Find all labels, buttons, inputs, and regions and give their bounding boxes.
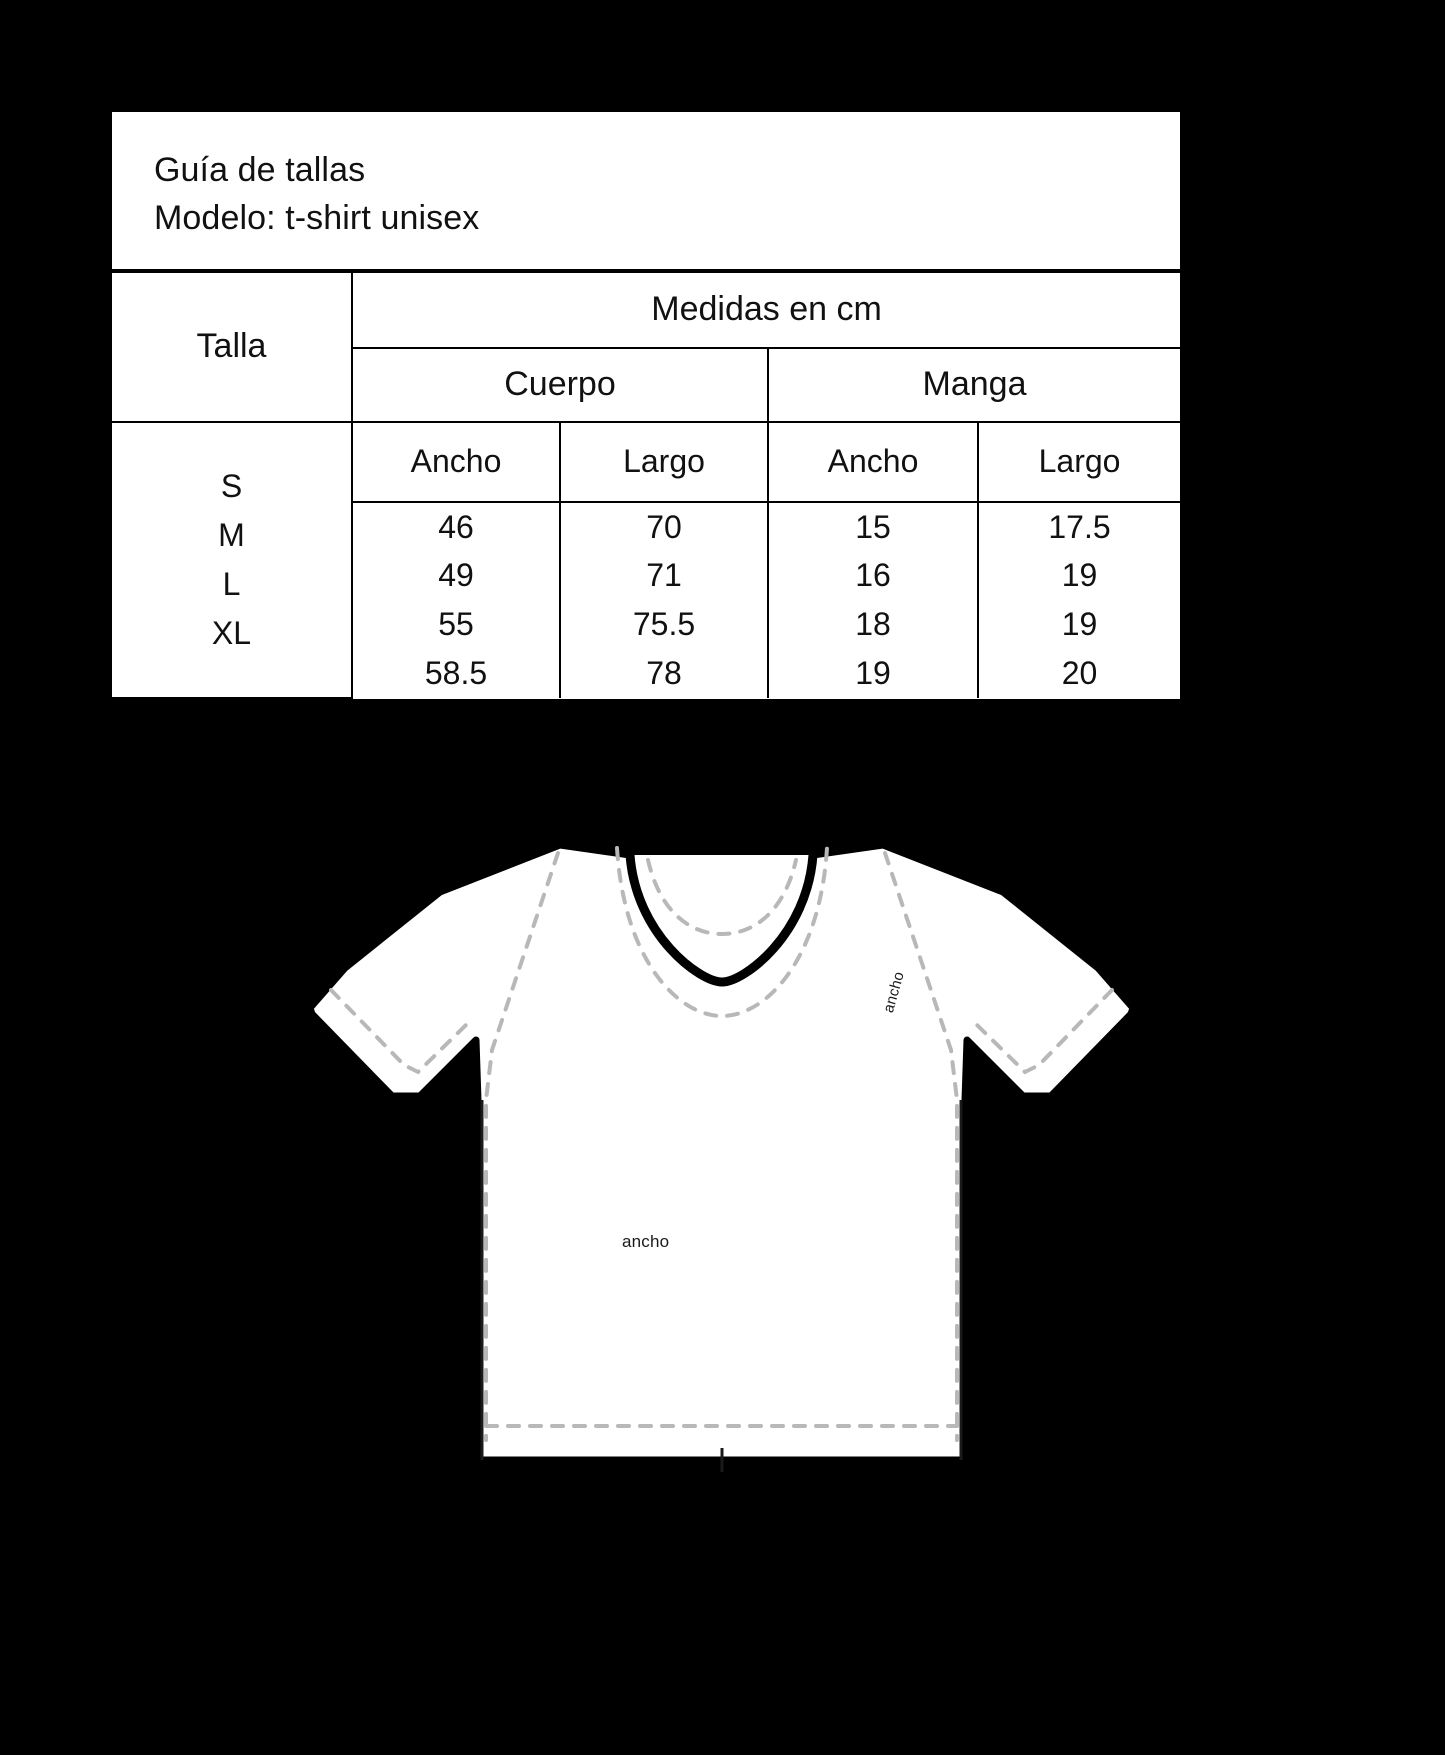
header-talla: Talla [112, 270, 353, 423]
column-manga-largo: 17.5 19 19 20 [976, 500, 1181, 699]
cuerpo-largo-s: 70 [646, 508, 682, 545]
column-manga-ancho: 15 16 18 19 [767, 500, 979, 699]
title-block: Guía de tallas Modelo: t-shirt unisex [112, 112, 1180, 271]
manga-ancho-s: 15 [855, 508, 891, 545]
size-value-s: S [220, 468, 243, 505]
subheader-manga-largo: Largo [976, 420, 1181, 503]
cuerpo-largo-l: 75.5 [632, 606, 696, 643]
manga-largo-l: 19 [1061, 606, 1098, 643]
header-group-cuerpo: Cuerpo [352, 346, 769, 423]
subheader-cuerpo-ancho: Ancho [351, 420, 561, 503]
header-group-manga: Manga [766, 346, 1181, 423]
manga-largo-m: 19 [1061, 557, 1098, 594]
right-shoulder-seam-stitch [883, 851, 959, 1442]
cuerpo-ancho-s: 46 [438, 508, 474, 545]
left-sleeve-hem-stitch [329, 988, 468, 1075]
left-shoulder-seam-stitch [484, 851, 560, 1442]
size-table: Talla Medidas en cm Cuerpo Manga S M L X… [112, 270, 1181, 700]
manga-largo-s: 17.5 [1048, 508, 1111, 545]
guide-title: Guía de tallas [154, 151, 366, 189]
column-cuerpo-largo: 70 71 75.5 78 [559, 500, 769, 699]
manga-ancho-xl: 19 [855, 655, 891, 692]
size-value-m: M [218, 516, 245, 553]
table-row-subheaders: S M L XL Ancho Largo Ancho Largo [112, 420, 1181, 700]
manga-largo-xl: 20 [1061, 655, 1098, 692]
cuerpo-ancho-l: 55 [438, 606, 474, 643]
sizes-column: S M L XL [112, 420, 353, 700]
table-row-units: Talla Medidas en cm [112, 270, 1181, 423]
column-cuerpo-ancho: 46 49 55 58.5 [352, 500, 561, 699]
collar-outline [625, 850, 818, 987]
table-row-groups: Cuerpo Manga [112, 346, 1181, 423]
cuerpo-largo-m: 71 [646, 557, 682, 594]
cuerpo-largo-xl: 78 [646, 655, 682, 692]
collar-inner-stitch [646, 858, 798, 937]
subheader-manga-ancho: Ancho [767, 420, 979, 503]
size-value-xl: XL [211, 614, 252, 651]
manga-ancho-m: 16 [855, 557, 891, 594]
body-width-label: ancho [622, 1232, 670, 1251]
tshirt-illustration-icon [306, 841, 1137, 1472]
manga-ancho-l: 18 [855, 606, 891, 643]
guide-subtitle: Modelo: t-shirt unisex [154, 199, 480, 238]
right-sleeve-hem-stitch [975, 988, 1114, 1075]
size-value-l: L [222, 565, 241, 602]
collar-outer-stitch [615, 846, 829, 1019]
cuerpo-ancho-xl: 58.5 [424, 655, 488, 692]
subheader-cuerpo-largo: Largo [559, 420, 769, 503]
header-medidas-en-cm: Medidas en cm [350, 270, 1181, 349]
shirt-body-outline [306, 841, 1137, 1464]
tshirt-diagram: ancho ancho [0, 800, 1445, 1480]
size-guide-card: Guía de tallas Modelo: t-shirt unisex Ta… [112, 112, 1181, 700]
cuerpo-ancho-m: 49 [438, 557, 474, 594]
table-row-values: 46 49 55 58.5 70 71 75.5 78 15 16 18 19 [112, 500, 1181, 699]
